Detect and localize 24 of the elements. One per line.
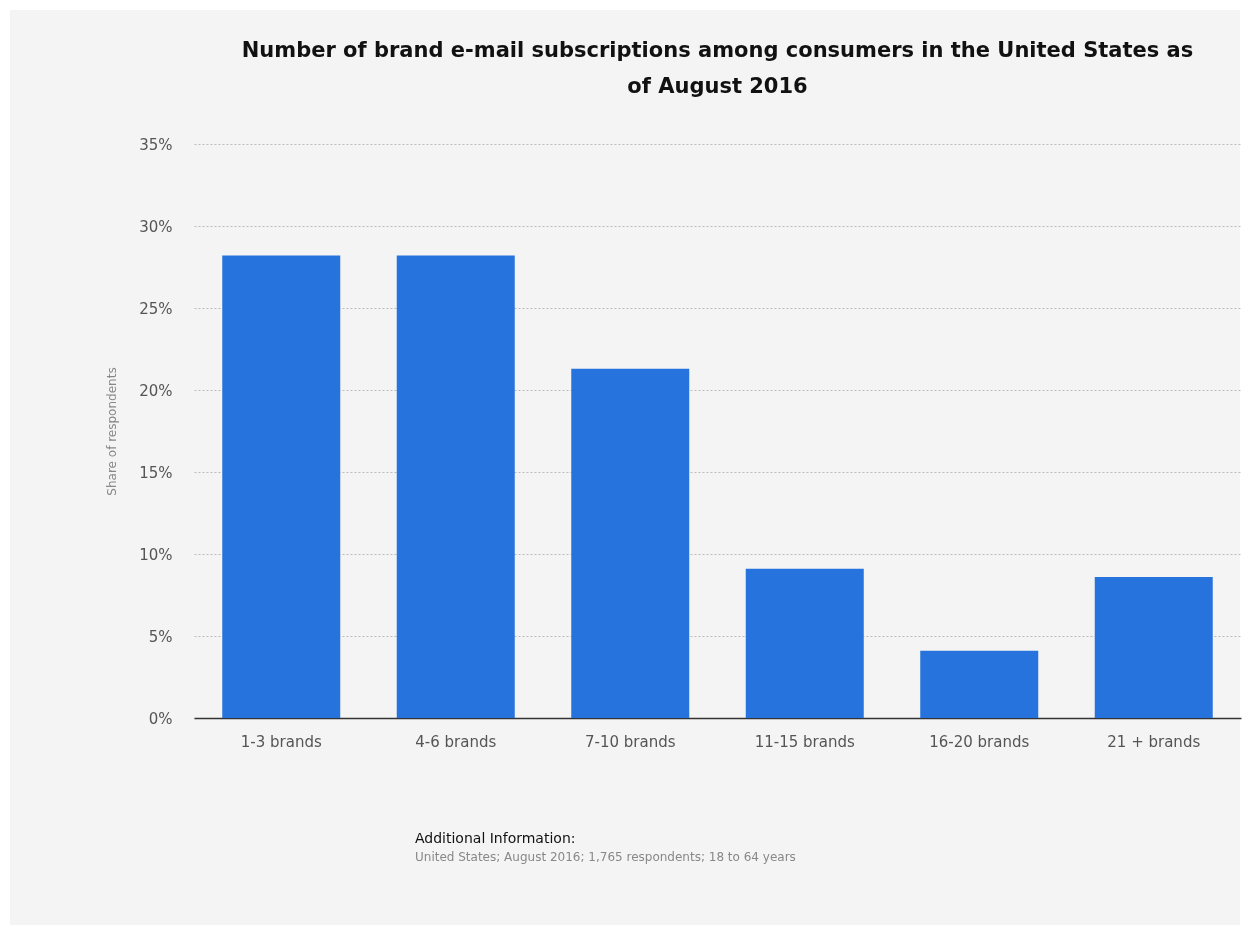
y-tick-label: 10% — [139, 545, 173, 564]
x-tick-label: 11-15 brands — [754, 732, 855, 751]
chart-title: Number of brand e-mail subscriptions among consumers in the United States as of August 2016 — [241, 38, 1194, 98]
y-tick-label: 15% — [139, 463, 173, 482]
text: Additional Information: — [415, 830, 577, 846]
bar — [571, 368, 690, 718]
bar — [920, 650, 1039, 718]
x-tick-label: 4-6 brands — [415, 732, 497, 751]
text: United States; August 2016; 1,765 respondents; 18 to 64 years — [415, 850, 796, 864]
x-tick-label: 7-10 brands — [584, 732, 676, 751]
y-tick-label: 5% — [148, 627, 173, 646]
y-tick-label: 35% — [139, 135, 173, 154]
y-tick-label: 0% — [148, 709, 173, 728]
x-tick-label: 1-3 brands — [240, 732, 322, 751]
x-tick-label: 16-20 brands — [929, 732, 1030, 751]
bar — [1094, 576, 1213, 718]
y-tick-label: 20% — [139, 381, 173, 400]
y-axis-title: Share of respondents — [105, 367, 120, 496]
x-tick-label: 21 + brands — [1107, 732, 1201, 751]
bar — [745, 568, 864, 718]
y-tick-label: 30% — [139, 217, 173, 236]
y-tick-label: 25% — [139, 299, 173, 318]
bar — [222, 255, 341, 718]
bar — [396, 255, 515, 718]
